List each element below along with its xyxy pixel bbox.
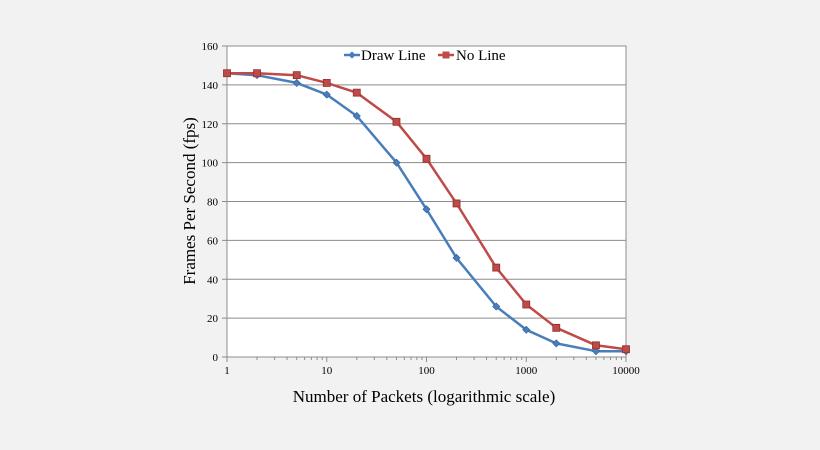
data-point-no-line <box>492 263 501 272</box>
series-group <box>222 69 631 356</box>
data-point-draw-line <box>322 90 331 99</box>
data-point-draw-line <box>352 111 361 120</box>
data-point-no-line <box>592 341 600 350</box>
data-point-draw-line <box>452 253 461 262</box>
data-point-draw-line <box>292 78 301 87</box>
data-point-draw-line <box>522 325 531 334</box>
data-point-draw-line <box>422 205 431 214</box>
x-tick-label: 1000 <box>515 365 538 377</box>
x-tick-label: 10 <box>321 365 333 377</box>
y-tick-label: 160 <box>202 41 219 53</box>
y-tick-label: 120 <box>202 119 219 131</box>
data-point-no-line <box>292 71 301 80</box>
data-point-no-line <box>622 345 630 354</box>
legend-marker-no-line <box>442 51 450 59</box>
data-point-draw-line <box>492 302 501 311</box>
data-point-no-line <box>552 323 561 332</box>
data-point-no-line <box>422 154 431 163</box>
y-tick-label: 20 <box>207 313 219 325</box>
data-point-no-line <box>452 199 461 208</box>
data-point-no-line <box>322 79 331 87</box>
legend-label-draw-line: Draw Line <box>361 48 426 64</box>
x-tick-label: 100 <box>418 365 435 377</box>
x-tick-label: 10000 <box>612 365 640 377</box>
y-axis-title: Frames Per Second (fps) <box>180 117 199 285</box>
legend-marker-draw-line <box>348 51 356 59</box>
data-point-draw-line <box>552 339 561 348</box>
y-tick-label: 100 <box>202 158 219 170</box>
data-point-no-line <box>392 117 401 126</box>
x-tick-label: 1 <box>224 365 230 377</box>
legend: Draw Line No Line <box>344 48 506 64</box>
axes: 0 20 40 60 80 100 120 140 160 1 10 100 1000 10000 <box>202 41 641 377</box>
legend-label-no-line: No Line <box>456 48 506 64</box>
y-tick-label: 40 <box>207 274 219 286</box>
y-tick-label: 0 <box>213 352 219 364</box>
data-point-no-line <box>352 88 361 97</box>
data-point-no-line <box>223 69 231 78</box>
y-tick-label: 60 <box>207 235 219 247</box>
data-point-no-line <box>522 300 531 309</box>
data-point-draw-line <box>392 158 401 167</box>
x-axis-title: Number of Packets (logarithmic scale) <box>293 387 555 406</box>
y-tick-label: 140 <box>202 80 219 92</box>
data-point-no-line <box>253 69 261 78</box>
data-point-draw-line <box>591 347 600 356</box>
y-tick-label: 80 <box>207 197 219 209</box>
